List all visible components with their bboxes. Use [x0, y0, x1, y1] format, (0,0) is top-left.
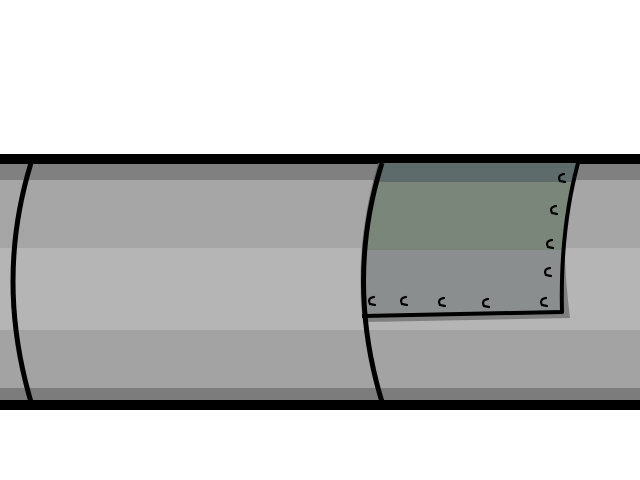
- patch-fill-low: [360, 250, 578, 316]
- pipe-seam-left: [10, 162, 34, 403]
- rivet: [540, 296, 549, 308]
- patch-outline: [361, 162, 580, 318]
- rivet: [368, 295, 377, 307]
- rivet: [546, 238, 555, 250]
- pipe-bottom-outline: [0, 400, 640, 410]
- rivet: [544, 266, 553, 278]
- pipe-band-4: [0, 330, 640, 388]
- metal-patch: [360, 162, 580, 322]
- pipe-band-5: [0, 388, 640, 400]
- patch-fill-top: [360, 163, 578, 182]
- rivet: [400, 295, 409, 307]
- pipe-top-outline: [0, 154, 640, 164]
- rivet: [550, 204, 559, 216]
- rivet: [438, 296, 447, 308]
- rivet: [482, 297, 491, 309]
- rivet: [558, 172, 567, 184]
- pipe-seam-right: [361, 162, 385, 403]
- patch-fill-mid: [360, 182, 578, 250]
- patch-rivets: [368, 172, 567, 309]
